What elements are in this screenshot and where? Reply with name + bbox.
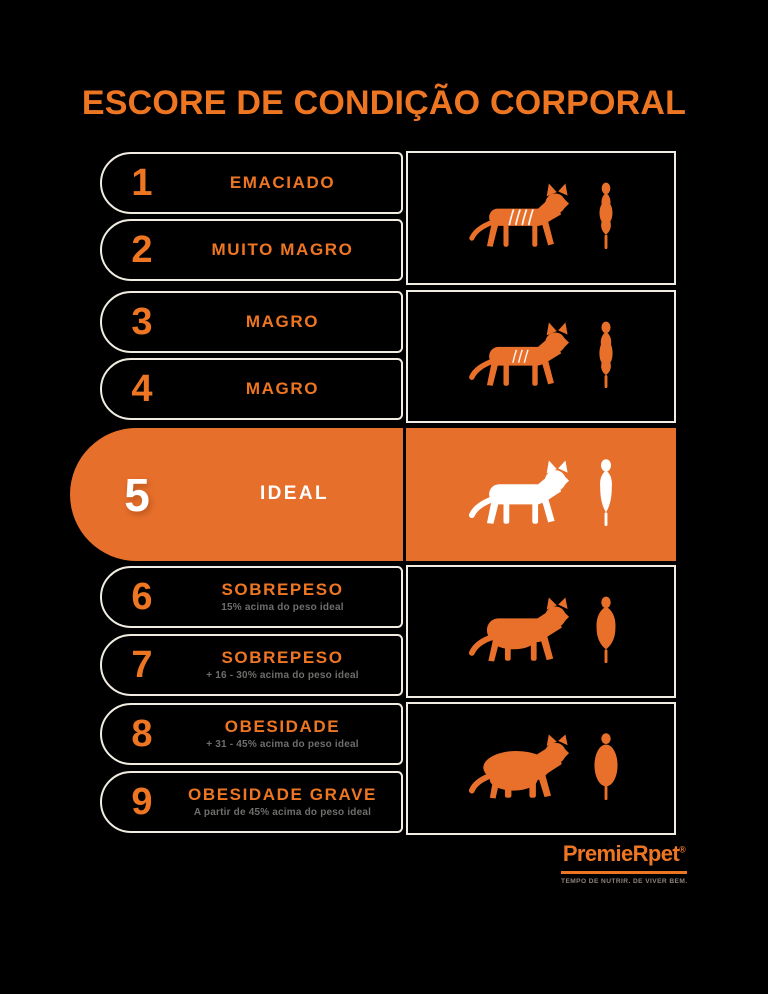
- score-label: IDEAL: [260, 483, 329, 505]
- score-number: 8: [131, 712, 153, 755]
- score-number: 6: [131, 575, 153, 618]
- score-sublabel: + 16 - 30% acima do peso ideal: [206, 670, 359, 682]
- score-row-6: 6 SOBREPESO 15% acima do peso ideal: [100, 566, 403, 628]
- score-label: MAGRO: [245, 311, 320, 331]
- score-row-9: 9 OBESIDADE GRAVE A partir de 45% acima …: [100, 771, 403, 833]
- cat-side-ideal-icon: [468, 459, 569, 524]
- score-label: SOBREPESO: [221, 579, 344, 599]
- score-row-3: 3 MAGRO: [100, 291, 403, 353]
- score-number: 4: [131, 367, 153, 410]
- cat-side-emaciated-icon: [468, 183, 569, 247]
- brand-tagline: TEMPO DE NUTRIR. DE VIVER BEM.: [561, 877, 688, 885]
- score-label: SOBREPESO: [221, 647, 344, 667]
- illustration-box-scores-1-2: [406, 151, 676, 285]
- score-number: 9: [131, 780, 153, 823]
- score-sublabel: A partir de 45% acima do peso ideal: [193, 807, 372, 819]
- page-title: ESCORE DE CONDIÇÃO CORPORAL: [81, 84, 687, 122]
- illustration-box-scores-8-9: [406, 702, 676, 835]
- score-label: MAGRO: [245, 378, 320, 398]
- score-label: EMACIADO: [229, 172, 336, 192]
- brand-footer: PremieRpet® TEMPO DE NUTRIR. DE VIVER BE…: [561, 841, 687, 885]
- cat-topview-emaciated-icon: [599, 182, 612, 250]
- score-sublabel: + 31 - 45% acima do peso ideal: [206, 739, 359, 751]
- score-row-4: 4 MAGRO: [100, 358, 403, 420]
- brand-divider: [561, 871, 687, 874]
- score-label: MUITO MAGRO: [211, 239, 354, 259]
- cat-side-overweight-icon: [468, 596, 569, 662]
- cat-side-obese-icon: [468, 733, 569, 799]
- cat-side-thin-icon: [468, 321, 569, 386]
- score-number: 5: [124, 468, 150, 521]
- registered-mark: ®: [679, 844, 686, 855]
- score-sublabel: 15% acima do peso ideal: [221, 602, 344, 614]
- cat-topview-ideal-icon: [599, 458, 612, 526]
- score-row-1: 1 EMACIADO: [100, 152, 403, 214]
- cat-topview-overweight-icon: [596, 596, 615, 663]
- illustration-box-scores-3-4: [406, 290, 676, 423]
- illustration-box-scores-6-7: [406, 565, 676, 698]
- score-number: 2: [131, 228, 153, 271]
- score-number: 1: [131, 161, 153, 204]
- score-row-5-ideal: 5 IDEAL: [70, 428, 403, 561]
- score-label: OBESIDADE GRAVE: [188, 784, 377, 804]
- illustration-box-score-5-ideal: [406, 428, 676, 561]
- score-row-2: 2 MUITO MAGRO: [100, 219, 403, 281]
- score-number: 7: [131, 643, 153, 686]
- premierpet-logo: PremieRpet®: [562, 841, 686, 866]
- cat-topview-obese-icon: [593, 732, 618, 800]
- cat-topview-thin-icon: [598, 321, 613, 388]
- score-row-7: 7 SOBREPESO + 16 - 30% acima do peso ide…: [100, 634, 403, 696]
- score-row-8: 8 OBESIDADE + 31 - 45% acima do peso ide…: [100, 703, 403, 765]
- score-label: OBESIDADE: [224, 716, 341, 736]
- score-number: 3: [131, 300, 153, 343]
